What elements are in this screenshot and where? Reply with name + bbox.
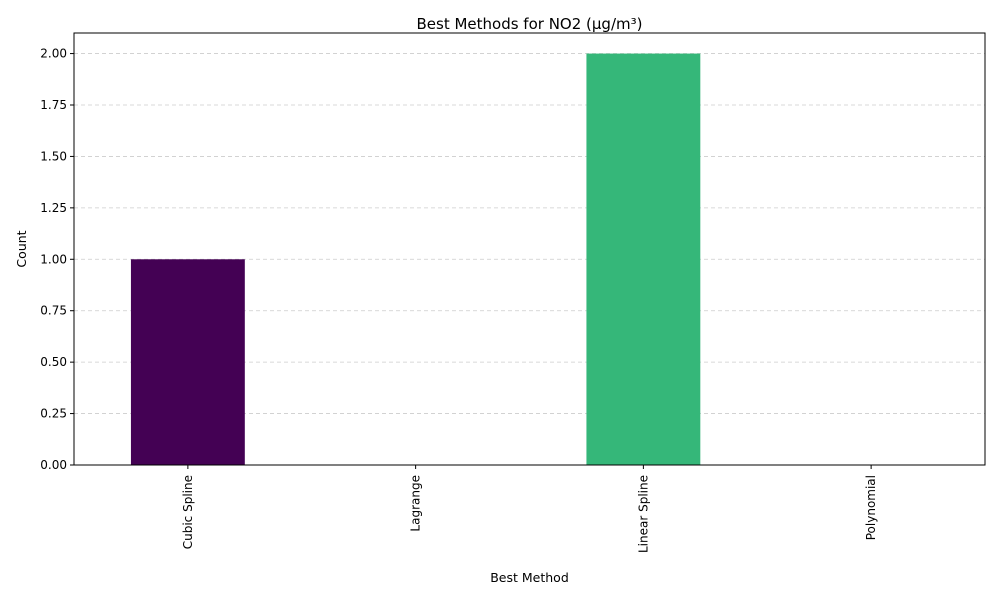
bar-linear-spline: [586, 53, 701, 465]
x-axis-label: Best Method: [490, 570, 569, 585]
bars: [130, 53, 701, 465]
y-ticks: 0.00 0.25 0.50 0.75 1.00 1.25 1.50 1.75 2.00: [40, 47, 74, 472]
y-tick-label: 0.00: [40, 458, 67, 472]
y-tick-label: 0.75: [40, 304, 67, 318]
y-axis-label: Count: [14, 230, 29, 267]
y-tick-label: 1.75: [40, 98, 67, 112]
x-tick-label: Lagrange: [409, 475, 423, 532]
y-tick-label: 1.25: [40, 201, 67, 215]
bar-cubic-spline: [130, 259, 245, 465]
x-ticks: Cubic Spline Lagrange Linear Spline Polynom…: [181, 465, 878, 553]
x-tick-label: Polynomial: [864, 475, 878, 540]
y-tick-label: 0.25: [40, 407, 67, 421]
y-tick-label: 1.50: [40, 149, 67, 163]
x-tick-label: Cubic Spline: [181, 475, 195, 549]
y-tick-label: 1.00: [40, 252, 67, 266]
plot-frame: [73, 32, 986, 466]
y-tick-label: 0.50: [40, 355, 67, 369]
y-tick-label: 2.00: [40, 47, 67, 61]
chart-title: Best Methods for NO2 (µg/m³): [416, 15, 642, 33]
x-tick-label: Linear Spline: [636, 475, 650, 553]
